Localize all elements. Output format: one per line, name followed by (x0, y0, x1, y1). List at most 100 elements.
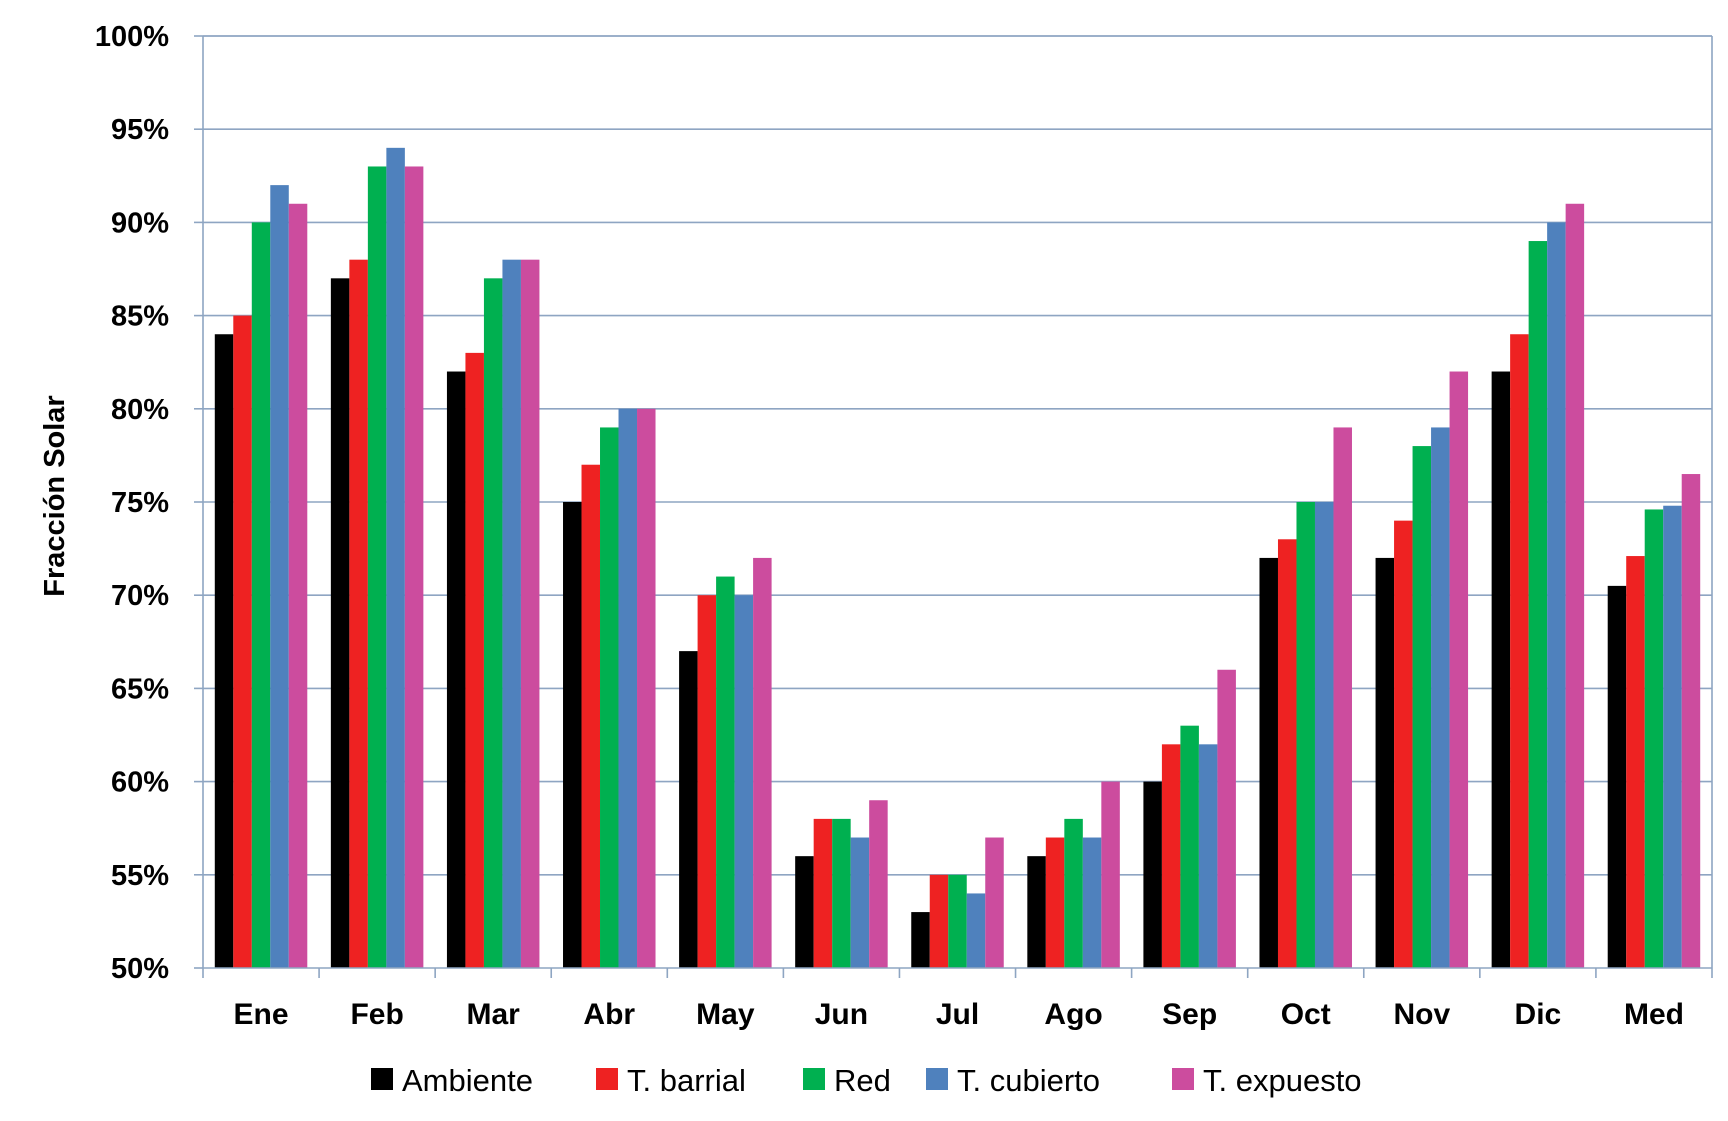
legend-label: Red (834, 1063, 891, 1098)
bar-med-0 (1607, 585, 1627, 968)
bar-oct-0 (1259, 557, 1278, 968)
x-tick-label: Ene (234, 998, 289, 1031)
y-tick-label: 85% (111, 301, 169, 333)
bar-nov-3 (1431, 427, 1450, 968)
y-tick-labels: 50% 55% 60% 65% 70% 75% 80% 85% 90% 95% 100% (95, 21, 169, 985)
bar-sep-1 (1161, 744, 1181, 968)
bar-dic-2 (1528, 241, 1548, 969)
bar-ago-2 (1064, 818, 1083, 968)
bar-ene-1 (233, 315, 252, 969)
bar-may-0 (679, 651, 698, 968)
bar-nov-2 (1412, 446, 1432, 969)
bar-oct-4 (1333, 427, 1352, 968)
bar-nov-4 (1449, 371, 1469, 968)
bar-med-1 (1626, 556, 1645, 968)
legend-swatch (596, 1068, 618, 1090)
bar-sep-2 (1180, 725, 1199, 968)
bar-jun-1 (813, 818, 833, 968)
bar-ago-1 (1045, 837, 1065, 968)
x-tick-label: May (696, 998, 755, 1031)
bar-nov-1 (1394, 520, 1413, 968)
x-tick-label: Ago (1044, 998, 1102, 1031)
y-tick-label: 50% (111, 953, 169, 985)
bar-mar-1 (465, 352, 484, 968)
legend-label: T. barrial (627, 1063, 746, 1098)
y-tick-label: 90% (111, 207, 169, 239)
legend-swatch (803, 1068, 825, 1090)
bar-feb-1 (349, 259, 368, 968)
bar-oct-1 (1277, 539, 1297, 968)
legend: Ambiente T. barrial Red T. cubierto T. expue… (371, 1063, 1362, 1098)
x-tick-label: Jun (815, 998, 868, 1031)
x-tick-label: Mar (467, 998, 521, 1031)
bar-dic-3 (1547, 222, 1566, 968)
bar-ago-3 (1082, 837, 1102, 968)
y-tick-label: 80% (111, 394, 169, 426)
bar-may-3 (734, 595, 754, 968)
x-tick-label: Feb (350, 998, 403, 1031)
bar-abr-3 (618, 408, 638, 968)
bar-jun-0 (795, 856, 814, 968)
bar-sep-4 (1217, 669, 1236, 968)
bar-jul-3 (966, 893, 986, 968)
y-tick-label: 65% (111, 673, 169, 705)
bar-dic-1 (1510, 334, 1529, 968)
bar-feb-0 (330, 278, 350, 968)
bars (214, 147, 1701, 969)
legend-label: Ambiente (402, 1063, 533, 1098)
x-tick-label: Sep (1162, 998, 1217, 1031)
bar-dic-0 (1491, 371, 1511, 968)
y-tick-label: 95% (111, 114, 169, 146)
y-tick-label: 100% (95, 21, 169, 53)
bar-abr-0 (563, 502, 582, 968)
bar-may-1 (697, 595, 717, 968)
legend-swatch (1172, 1068, 1194, 1090)
bar-feb-2 (367, 166, 387, 969)
y-tick-label: 75% (111, 487, 169, 519)
bar-jul-1 (929, 874, 949, 968)
x-tick-label: Jul (936, 998, 979, 1031)
bar-sep-3 (1198, 744, 1218, 968)
bar-jun-3 (850, 837, 870, 968)
x-tick-label: Abr (583, 998, 635, 1031)
y-tick-label: 70% (111, 580, 169, 612)
y-tick-label: 55% (111, 860, 169, 892)
bar-ene-3 (270, 185, 289, 968)
bar-ene-2 (251, 222, 271, 968)
bar-ago-0 (1027, 856, 1046, 968)
bar-abr-1 (581, 464, 601, 968)
bar-feb-3 (386, 147, 405, 969)
bar-jul-0 (911, 912, 930, 968)
bar-sep-0 (1143, 781, 1162, 968)
bar-feb-4 (404, 166, 424, 969)
bar-med-3 (1663, 505, 1682, 968)
bar-abr-2 (600, 427, 619, 968)
bar-may-4 (753, 557, 772, 968)
x-tick-label: Nov (1393, 998, 1450, 1031)
bar-jun-2 (832, 818, 851, 968)
x-tick-label: Oct (1281, 998, 1331, 1031)
legend-swatch (371, 1068, 393, 1090)
y-tick-label: 60% (111, 767, 169, 799)
axes (194, 35, 1713, 978)
bar-jul-4 (985, 837, 1004, 968)
legend-swatch (926, 1068, 948, 1090)
bar-oct-3 (1314, 502, 1334, 968)
bar-nov-0 (1375, 557, 1395, 968)
legend-label: T. expuesto (1203, 1063, 1362, 1098)
bar-abr-4 (637, 408, 656, 968)
x-tick-label: Dic (1515, 998, 1562, 1031)
bar-mar-4 (520, 259, 540, 968)
y-axis-title: Fracción Solar (39, 395, 71, 596)
bar-jul-2 (948, 874, 967, 968)
grid-lines (203, 35, 1712, 876)
bar-mar-3 (502, 259, 521, 968)
legend-label: T. cubierto (957, 1063, 1100, 1098)
bar-oct-2 (1296, 502, 1315, 968)
bar-mar-0 (446, 371, 466, 968)
bar-mar-2 (483, 278, 503, 968)
x-tick-label: Med (1624, 998, 1684, 1031)
bar-med-2 (1644, 509, 1664, 968)
bar-ago-4 (1101, 781, 1120, 968)
